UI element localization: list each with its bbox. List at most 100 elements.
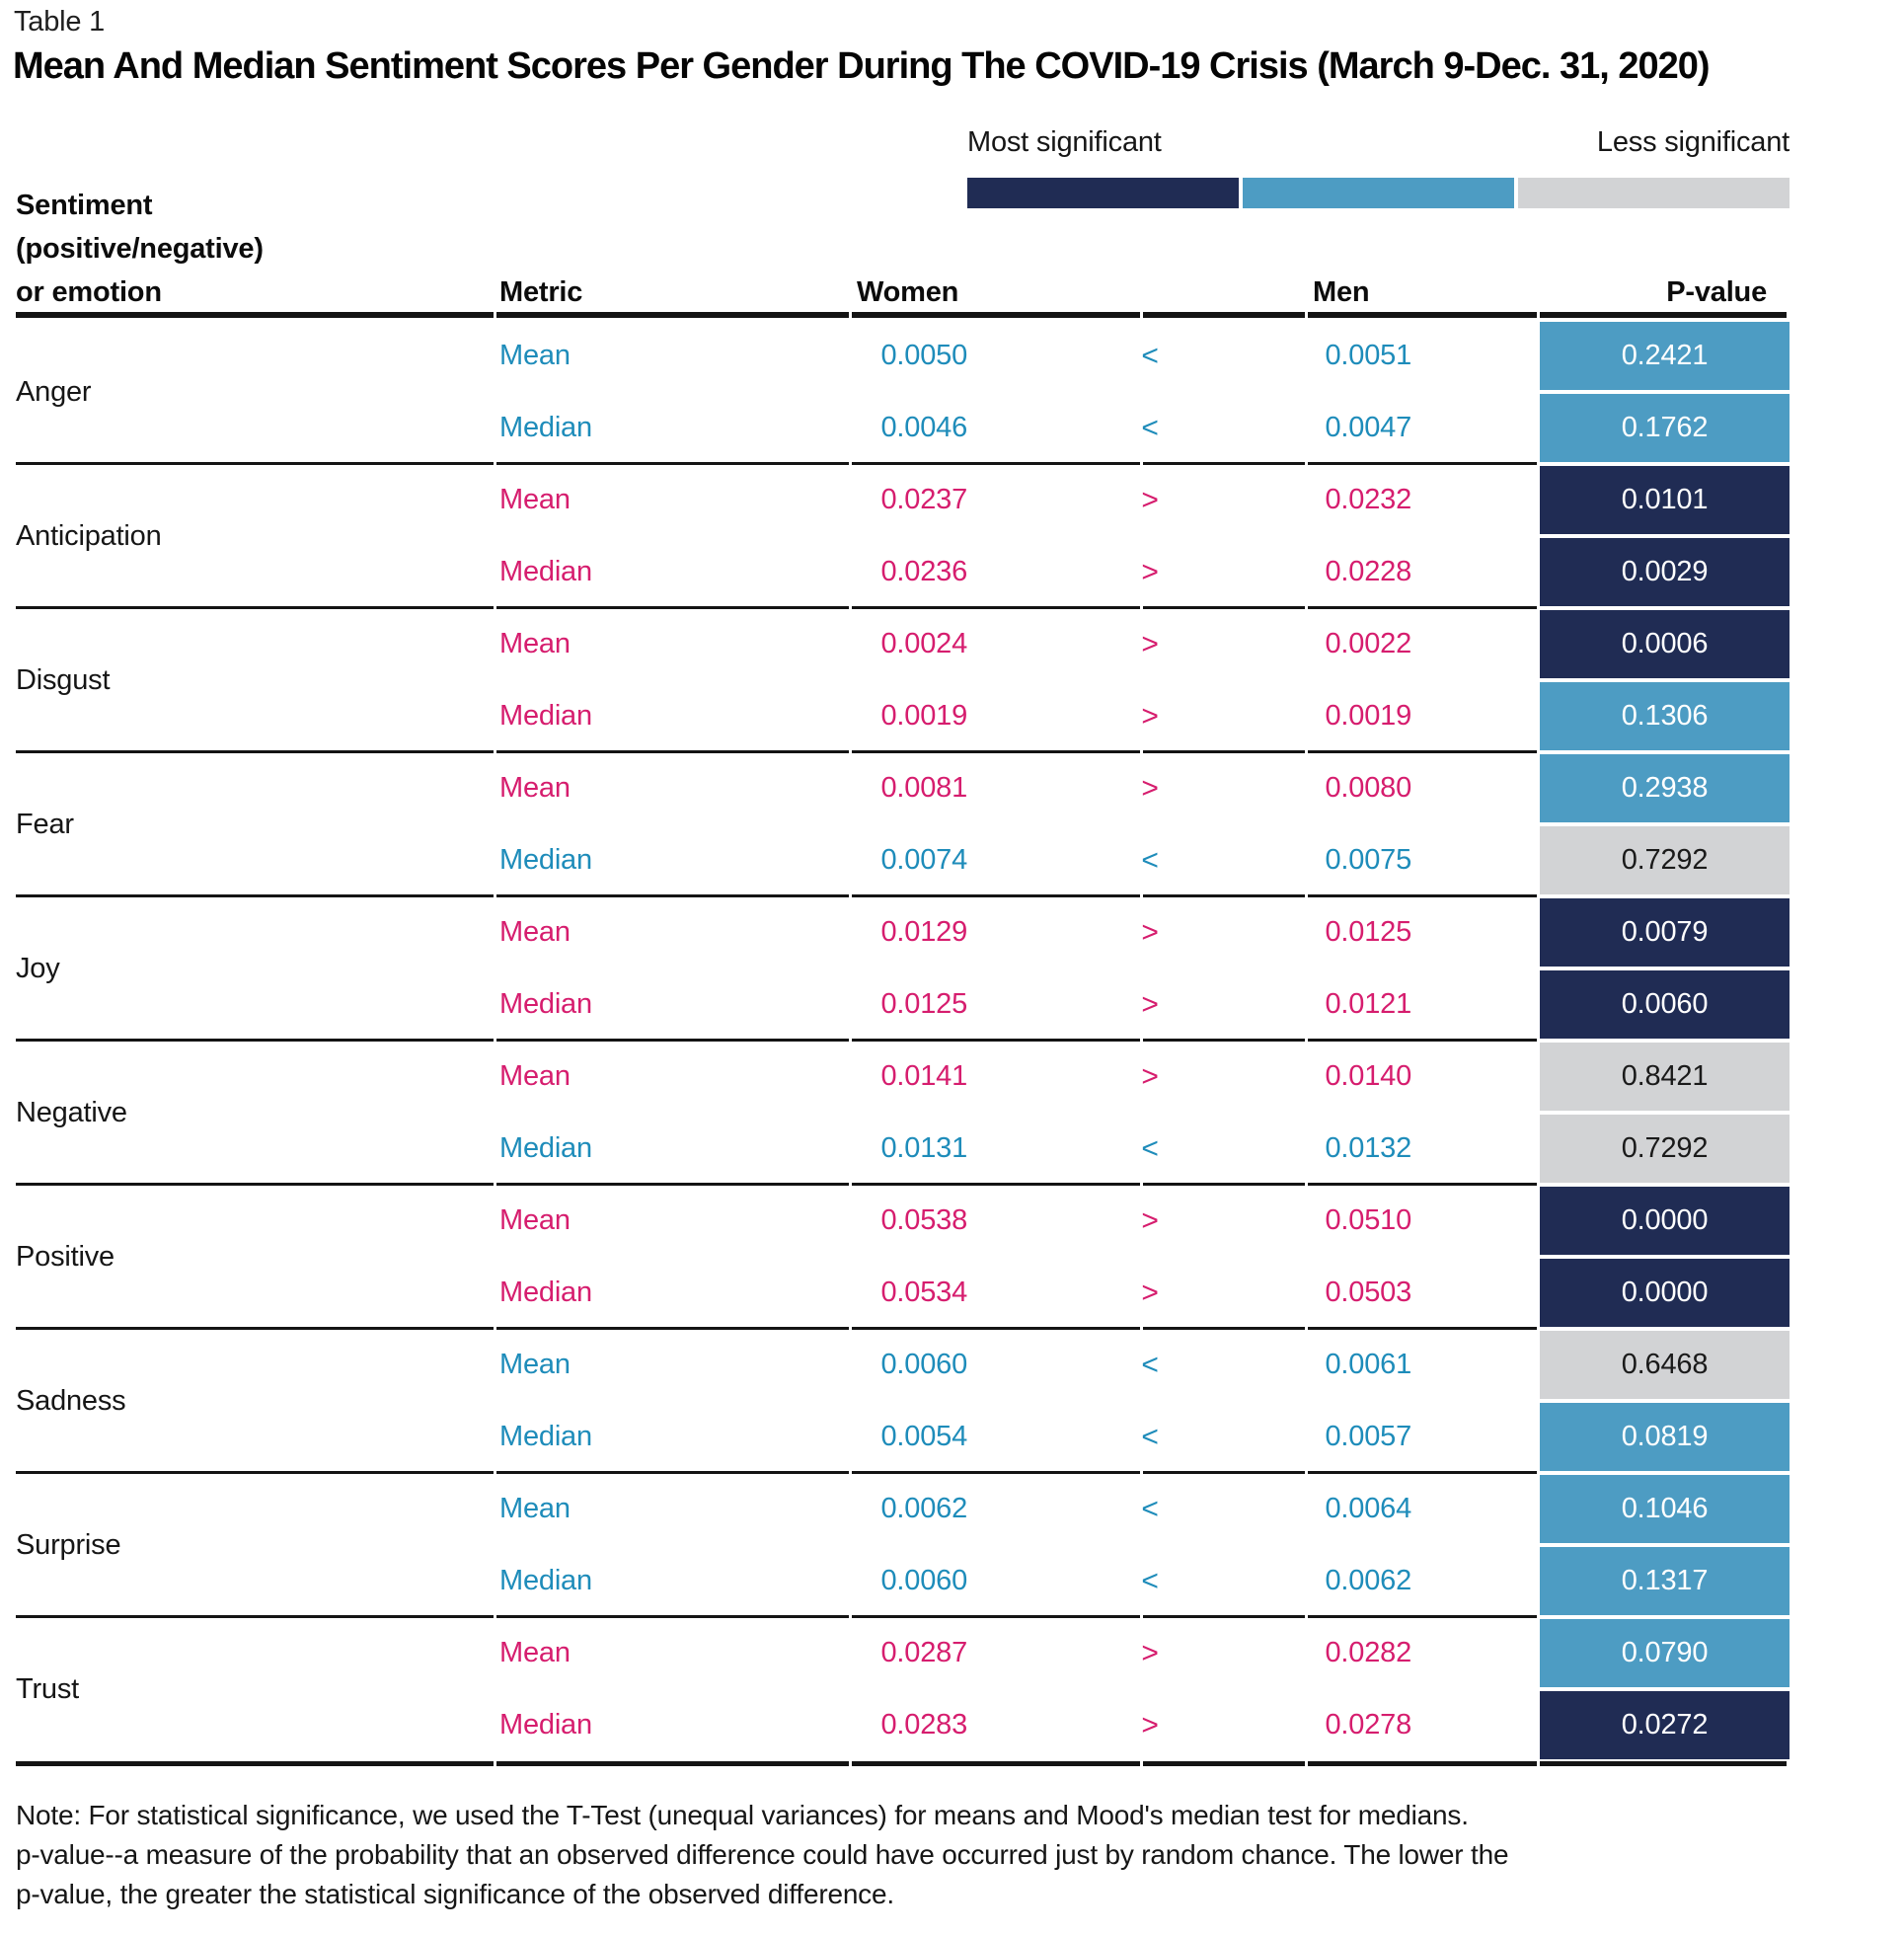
metric-label: Median <box>499 1709 592 1741</box>
table-row: Median 0.0054 < 0.0057 0.0819 <box>0 1401 1904 1473</box>
table-row: Mean 0.0538 > 0.0510 0.0000 <box>0 1185 1904 1257</box>
group-separator <box>16 1327 1537 1330</box>
table-row: Median 0.0074 < 0.0075 0.7292 <box>0 824 1904 896</box>
men-value: 0.0057 <box>1325 1421 1412 1452</box>
comparison-icon: > <box>1141 555 1159 588</box>
men-value: 0.0051 <box>1325 340 1412 371</box>
comparison-icon: < <box>1141 411 1159 444</box>
footnote-line1: Note: For statistical significance, we u… <box>16 1800 1469 1830</box>
p-value-cell: 0.0079 <box>1540 898 1790 967</box>
women-value: 0.0019 <box>880 700 968 732</box>
metric-label: Mean <box>499 772 571 804</box>
table-row: Mean 0.0129 > 0.0125 0.0079 <box>0 896 1904 968</box>
table-row: Median 0.0131 < 0.0132 0.7292 <box>0 1113 1904 1185</box>
comparison-icon: > <box>1141 915 1159 949</box>
women-value: 0.0141 <box>880 1060 968 1092</box>
comparison-icon: < <box>1141 1131 1159 1165</box>
table-header: Table 1 Mean And Median Sentiment Scores… <box>0 0 1904 320</box>
women-value: 0.0538 <box>880 1204 968 1236</box>
comparison-icon: > <box>1141 627 1159 660</box>
comparison-icon: < <box>1141 339 1159 372</box>
women-value: 0.0129 <box>880 916 968 948</box>
table-row: Mean 0.0141 > 0.0140 0.8421 <box>0 1041 1904 1113</box>
comparison-icon: > <box>1141 987 1159 1021</box>
comparison-icon: > <box>1141 1276 1159 1309</box>
men-value: 0.0278 <box>1325 1709 1412 1741</box>
metric-label: Mean <box>499 628 571 659</box>
comparison-icon: > <box>1141 699 1159 733</box>
p-value-cell: 0.0790 <box>1540 1619 1790 1687</box>
women-value: 0.0024 <box>880 628 968 659</box>
men-value: 0.0064 <box>1325 1493 1412 1524</box>
column-header-metric: Metric <box>499 276 583 308</box>
p-value-cell: 0.6468 <box>1540 1331 1790 1399</box>
emotion-group-trust: Trust Mean 0.0287 > 0.0282 0.0790 Median… <box>0 1617 1904 1761</box>
women-value: 0.0125 <box>880 988 968 1020</box>
emotion-group-disgust: Disgust Mean 0.0024 > 0.0022 0.0006 Medi… <box>0 608 1904 753</box>
table-row: Median 0.0060 < 0.0062 0.1317 <box>0 1545 1904 1617</box>
metric-label: Mean <box>499 1060 571 1092</box>
table-row: Mean 0.0081 > 0.0080 0.2938 <box>0 752 1904 824</box>
emotion-label: Negative <box>16 1096 127 1128</box>
column-header-sentiment: Sentiment (positive/negative) or emotion <box>16 184 264 314</box>
metric-label: Mean <box>499 1637 571 1668</box>
p-value-cell: 0.0006 <box>1540 610 1790 678</box>
bottom-rule <box>16 1761 1904 1766</box>
men-value: 0.0061 <box>1325 1349 1412 1380</box>
men-value: 0.0019 <box>1325 700 1412 732</box>
emotion-label: Joy <box>16 952 60 984</box>
table-title: Mean And Median Sentiment Scores Per Gen… <box>13 45 1711 87</box>
group-separator <box>16 606 1537 609</box>
men-value: 0.0121 <box>1325 988 1412 1020</box>
women-value: 0.0131 <box>880 1132 968 1164</box>
metric-label: Median <box>499 1132 592 1164</box>
women-value: 0.0060 <box>880 1349 968 1380</box>
legend-label-most-significant: Most significant <box>967 126 1162 158</box>
emotion-label: Trust <box>16 1672 79 1705</box>
men-value: 0.0132 <box>1325 1132 1412 1164</box>
women-value: 0.0283 <box>880 1709 968 1741</box>
table-body: Anger Mean 0.0050 < 0.0051 0.2421 Median… <box>0 320 1904 1766</box>
p-value-cell: 0.8421 <box>1540 1043 1790 1111</box>
legend-swatch-most-significant <box>967 178 1239 208</box>
table-row: Median 0.0534 > 0.0503 0.0000 <box>0 1257 1904 1329</box>
emotion-label: Disgust <box>16 663 111 696</box>
metric-label: Median <box>499 988 592 1020</box>
metric-label: Mean <box>499 484 571 515</box>
comparison-icon: > <box>1141 1203 1159 1237</box>
comparison-icon: < <box>1141 1492 1159 1525</box>
legend-swatch-mid-significant <box>1243 178 1514 208</box>
comparison-icon: > <box>1141 1059 1159 1093</box>
p-value-cell: 0.2938 <box>1540 754 1790 822</box>
group-separator <box>16 1039 1537 1042</box>
women-value: 0.0287 <box>880 1637 968 1668</box>
table-row: Mean 0.0062 < 0.0064 0.1046 <box>0 1473 1904 1545</box>
men-value: 0.0022 <box>1325 628 1412 659</box>
group-separator <box>16 1615 1537 1618</box>
table-row: Median 0.0236 > 0.0228 0.0029 <box>0 536 1904 608</box>
emotion-group-anger: Anger Mean 0.0050 < 0.0051 0.2421 Median… <box>0 320 1904 465</box>
comparison-icon: > <box>1141 483 1159 516</box>
emotion-group-joy: Joy Mean 0.0129 > 0.0125 0.0079 Median 0… <box>0 896 1904 1042</box>
table-row: Median 0.0283 > 0.0278 0.0272 <box>0 1689 1904 1761</box>
metric-label: Mean <box>499 916 571 948</box>
table-row: Median 0.0125 > 0.0121 0.0060 <box>0 968 1904 1041</box>
legend-swatch-less-significant <box>1518 178 1790 208</box>
footnote-line2: p-value--a measure of the probability th… <box>16 1839 1509 1870</box>
emotion-label: Sadness <box>16 1384 126 1417</box>
women-value: 0.0236 <box>880 556 968 587</box>
women-value: 0.0081 <box>880 772 968 804</box>
group-separator <box>16 1471 1537 1474</box>
men-value: 0.0282 <box>1325 1637 1412 1668</box>
significance-legend-bar <box>967 178 1790 208</box>
women-value: 0.0062 <box>880 1493 968 1524</box>
p-value-cell: 0.0819 <box>1540 1403 1790 1471</box>
comparison-icon: > <box>1141 1636 1159 1669</box>
p-value-cell: 0.0000 <box>1540 1187 1790 1255</box>
metric-label: Mean <box>499 1349 571 1380</box>
metric-label: Median <box>499 700 592 732</box>
metric-label: Median <box>499 1277 592 1308</box>
metric-label: Median <box>499 1565 592 1596</box>
table-row: Mean 0.0060 < 0.0061 0.6468 <box>0 1329 1904 1401</box>
p-value-cell: 0.1762 <box>1540 394 1790 462</box>
